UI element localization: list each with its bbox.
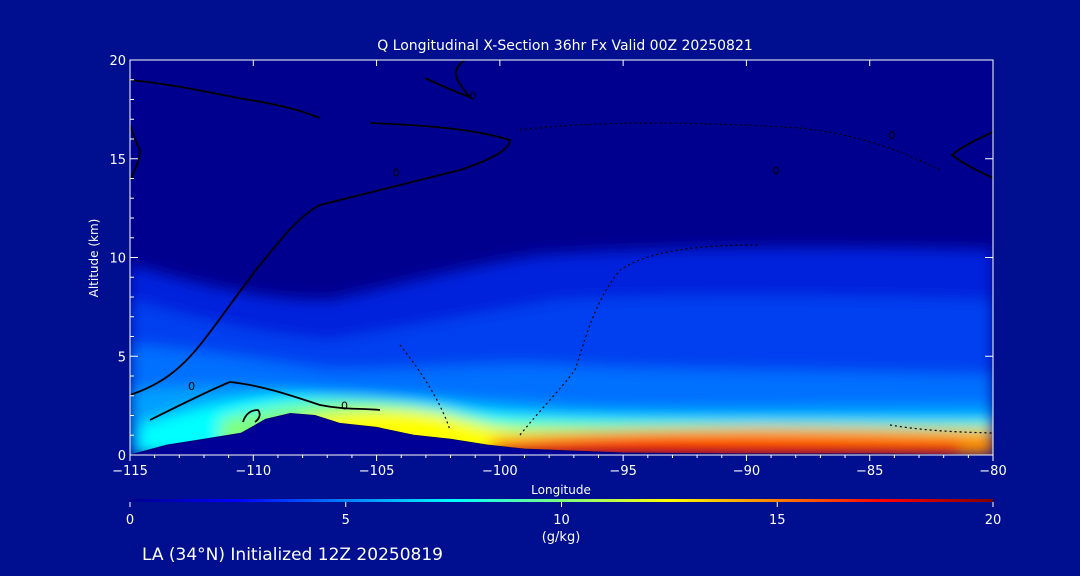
contour-lines-dotted [399,122,993,436]
x-tick-label: −105 [359,464,395,479]
colorbar-tick-label: 0 [126,513,134,528]
contour-lines [130,60,993,423]
x-tick-label: −95 [609,464,636,479]
y-axis-label: Altitude (km) [87,219,101,298]
x-tick-label: −90 [733,464,760,479]
contour-dotted-upper [519,122,941,171]
colorbar-tick-label: 20 [985,513,1002,528]
x-tick-label: −85 [856,464,883,479]
x-tick-label: −115 [112,464,148,479]
colorbar-ticks: 0 5 10 15 20 [126,502,1001,528]
contour-label: 0 [393,167,400,180]
contour-solid-east [950,131,993,179]
contour-solid-low [149,381,381,421]
chart-subtitle: LA (34°N) Initialized 12Z 20250819 [142,545,443,565]
contour-solid-west [130,122,511,396]
y-tick-label: 5 [118,350,126,365]
colorbar-label: (g/kg) [542,530,581,545]
contour-solid-upper [130,79,321,119]
contour-label: 0 [188,380,195,393]
y-tick-label: 15 [109,153,126,168]
moisture-band-red [500,439,960,455]
contour-label: 0 [341,400,348,413]
x-tick-label: −110 [235,464,271,479]
contour-label: 0 [773,165,780,178]
contour-label: 0 [469,90,476,103]
contour-label: 0 [888,129,895,142]
x-axis: −115 −110 −105 −100 −95 −90 −85 −80 [112,60,1007,479]
x-tick-label: −80 [979,464,1006,479]
colorbar-tick-label: 5 [342,513,350,528]
y-tick-label: 10 [109,252,126,267]
y-tick-label: 0 [118,449,126,464]
colorbar-tick-label: 10 [553,513,570,528]
y-tick-label: 20 [109,54,126,69]
plot-area [129,59,994,456]
contour-dotted-central [519,244,761,436]
contour-solid-mid [130,124,141,181]
x-tick-label: −100 [482,464,518,479]
colorbar: 0 5 10 15 20 (g/kg) [126,499,1001,545]
contour-solid-top [424,60,473,99]
terrain [130,412,993,455]
contour-dotted-east [889,424,993,434]
colorbar-strip [130,499,993,502]
contour-labels: 0 0 0 0 0 0 [188,90,895,413]
colorbar-tick-label: 15 [769,513,786,528]
chart-title: Q Longitudinal X-Section 36hr Fx Valid 0… [377,38,753,54]
x-axis-label: Longitude [531,483,591,497]
y-axis: 0 5 10 15 20 [109,54,993,464]
contour-closed-small [242,409,261,423]
